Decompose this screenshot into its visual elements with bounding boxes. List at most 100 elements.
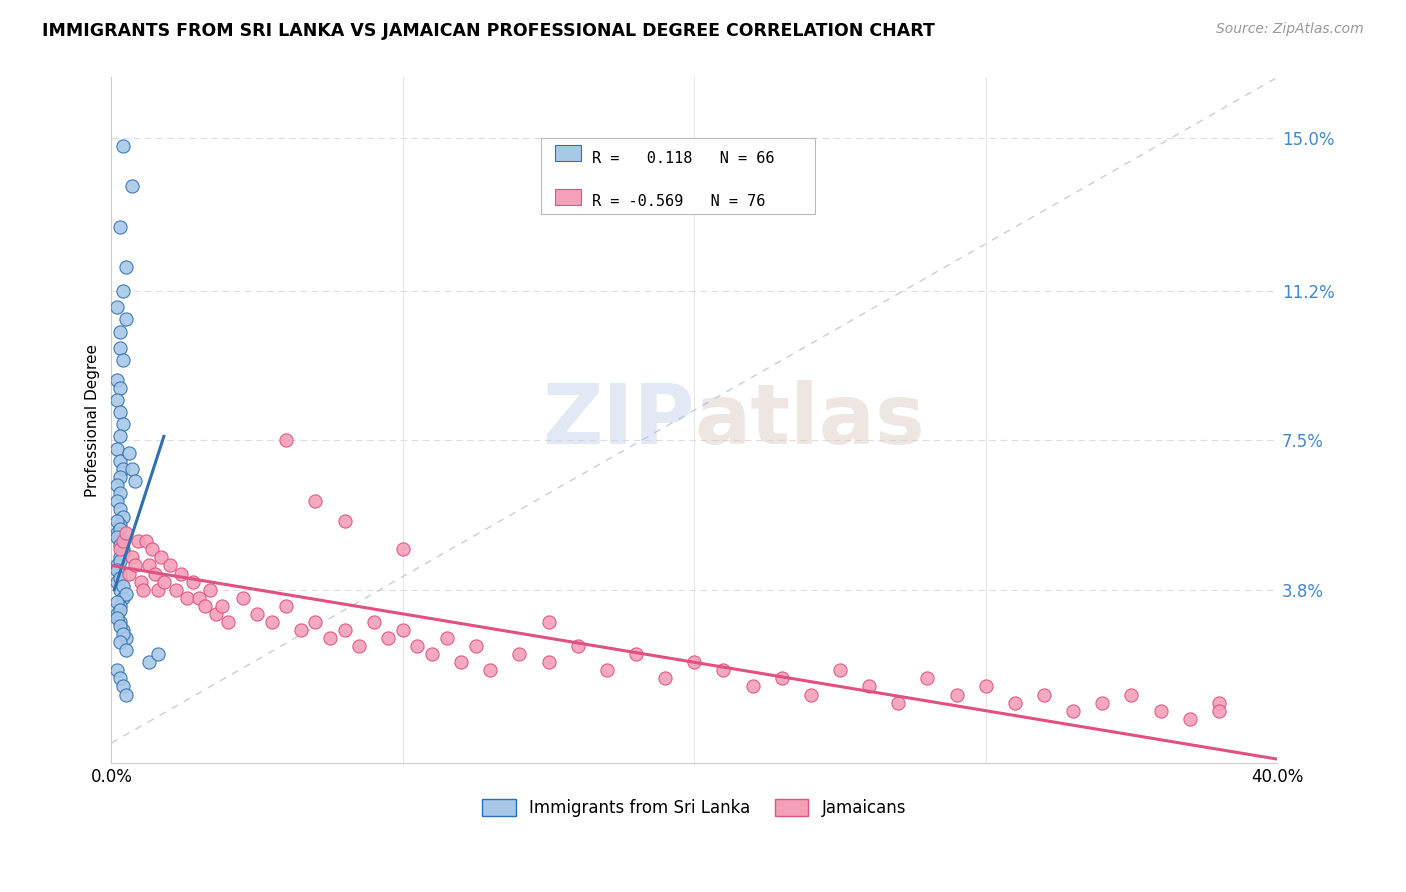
Point: [170, 566, 193, 581]
Point: [112, 680, 135, 694]
Point: [420, 647, 443, 661]
Y-axis label: Professional Degree: Professional Degree: [86, 343, 100, 497]
Point: [105, 494, 128, 508]
Point: [276, 599, 298, 613]
Point: [828, 664, 851, 678]
Point: [108, 518, 131, 533]
Point: [141, 542, 163, 557]
Text: Source: ZipAtlas.com: Source: ZipAtlas.com: [1216, 22, 1364, 37]
Point: [124, 558, 146, 573]
Point: [121, 461, 143, 475]
Point: [118, 445, 141, 459]
Point: [108, 453, 131, 467]
Point: [800, 688, 823, 702]
Legend: Immigrants from Sri Lanka, Jamaicans: Immigrants from Sri Lanka, Jamaicans: [475, 792, 912, 823]
Point: [112, 417, 135, 432]
Point: [108, 566, 131, 581]
Point: [112, 546, 135, 560]
Point: [105, 478, 128, 492]
Point: [436, 631, 458, 645]
Point: [232, 591, 254, 605]
Point: [917, 672, 939, 686]
Point: [105, 301, 128, 315]
Point: [508, 647, 530, 661]
Point: [200, 582, 222, 597]
Point: [105, 442, 128, 456]
Point: [138, 655, 160, 669]
Point: [1208, 696, 1230, 710]
Point: [537, 655, 560, 669]
Point: [741, 680, 763, 694]
Point: [1091, 696, 1114, 710]
Point: [105, 664, 128, 678]
Point: [112, 534, 135, 549]
Point: [105, 526, 128, 541]
Point: [211, 599, 233, 613]
Point: [146, 582, 169, 597]
Point: [108, 615, 131, 629]
Point: [115, 260, 138, 274]
Point: [108, 672, 131, 686]
Point: [974, 680, 997, 694]
Point: [260, 615, 283, 629]
Point: [108, 635, 131, 649]
Point: [108, 599, 131, 613]
Point: [596, 664, 619, 678]
Point: [115, 643, 138, 657]
Point: [333, 623, 356, 637]
Text: R =   0.118   N = 66: R = 0.118 N = 66: [592, 151, 775, 166]
Point: [108, 542, 131, 557]
Point: [112, 461, 135, 475]
Point: [392, 623, 415, 637]
Point: [1149, 704, 1171, 718]
Point: [124, 474, 146, 488]
Point: [149, 550, 172, 565]
Point: [392, 542, 415, 557]
Point: [181, 574, 204, 589]
Point: [112, 352, 135, 367]
Point: [290, 623, 312, 637]
Text: ZIP: ZIP: [541, 380, 695, 461]
Point: [112, 591, 135, 605]
Point: [108, 381, 131, 395]
Point: [246, 607, 269, 621]
Point: [194, 599, 217, 613]
Point: [108, 405, 131, 419]
Point: [132, 582, 155, 597]
Point: [479, 664, 502, 678]
Point: [105, 373, 128, 387]
Point: [108, 429, 131, 443]
Point: [187, 591, 209, 605]
Point: [127, 534, 149, 549]
Point: [1121, 688, 1143, 702]
Point: [108, 219, 131, 234]
Point: [108, 554, 131, 568]
Point: [108, 469, 131, 483]
Point: [176, 591, 198, 605]
Text: atlas: atlas: [695, 380, 925, 461]
Point: [347, 639, 370, 653]
Point: [377, 631, 399, 645]
Point: [112, 510, 135, 524]
Point: [108, 325, 131, 339]
Point: [1004, 696, 1026, 710]
Point: [105, 611, 128, 625]
Point: [108, 571, 131, 585]
Point: [105, 558, 128, 573]
Point: [129, 574, 152, 589]
Point: [1208, 704, 1230, 718]
Point: [143, 566, 166, 581]
Point: [464, 639, 486, 653]
Point: [108, 538, 131, 552]
Point: [217, 615, 239, 629]
Point: [108, 619, 131, 633]
Point: [1178, 712, 1201, 726]
Point: [105, 530, 128, 544]
Point: [105, 393, 128, 408]
Point: [165, 582, 187, 597]
Point: [115, 526, 138, 541]
Point: [319, 631, 342, 645]
Point: [135, 534, 157, 549]
Point: [118, 566, 141, 581]
Point: [1062, 704, 1084, 718]
